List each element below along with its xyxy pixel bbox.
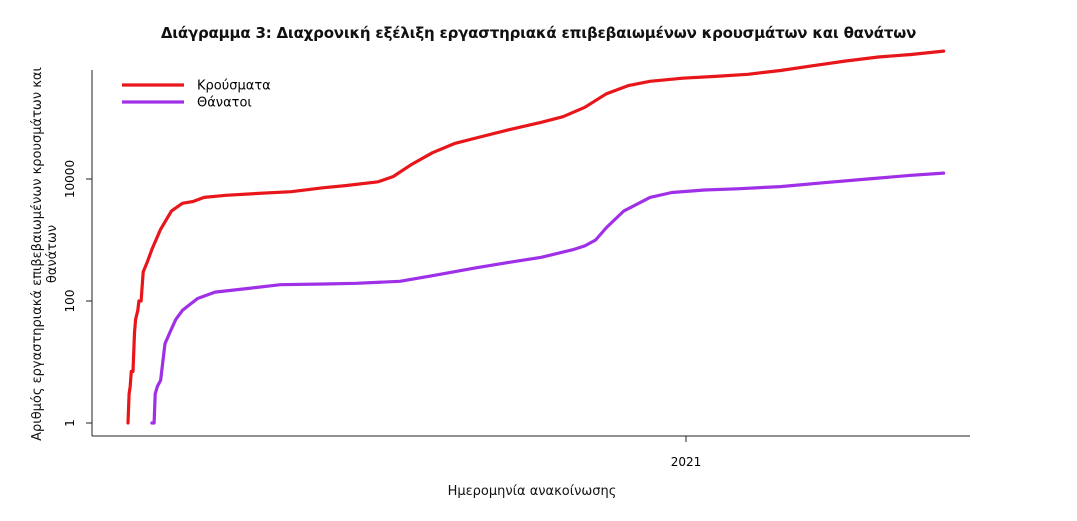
series-lines	[126, 49, 946, 425]
series-line-2	[150, 171, 946, 425]
y-tick-label-100: 100	[63, 290, 77, 313]
series-line-1	[126, 49, 946, 425]
chart-title: Διάγραμμα 3: Διαχρονική εξέλιξη εργαστηρ…	[160, 24, 917, 42]
axes	[91, 70, 970, 437]
legend-label-2: Θάνατοι	[197, 96, 252, 111]
x-tick-label-2021: 2021	[671, 455, 702, 469]
y-tick-label-1: 1	[63, 419, 77, 427]
y-ticks: 1 100 10000	[63, 160, 92, 427]
y-tick-label-10000: 10000	[63, 160, 77, 198]
x-ticks: 2021	[671, 436, 702, 469]
legend-label-1: Κρούσματα	[197, 79, 271, 94]
x-axis-label: Ημερομηνία ανακοίνωσης	[447, 484, 617, 499]
legend: Κρούσματα Θάνατοι	[122, 79, 271, 111]
